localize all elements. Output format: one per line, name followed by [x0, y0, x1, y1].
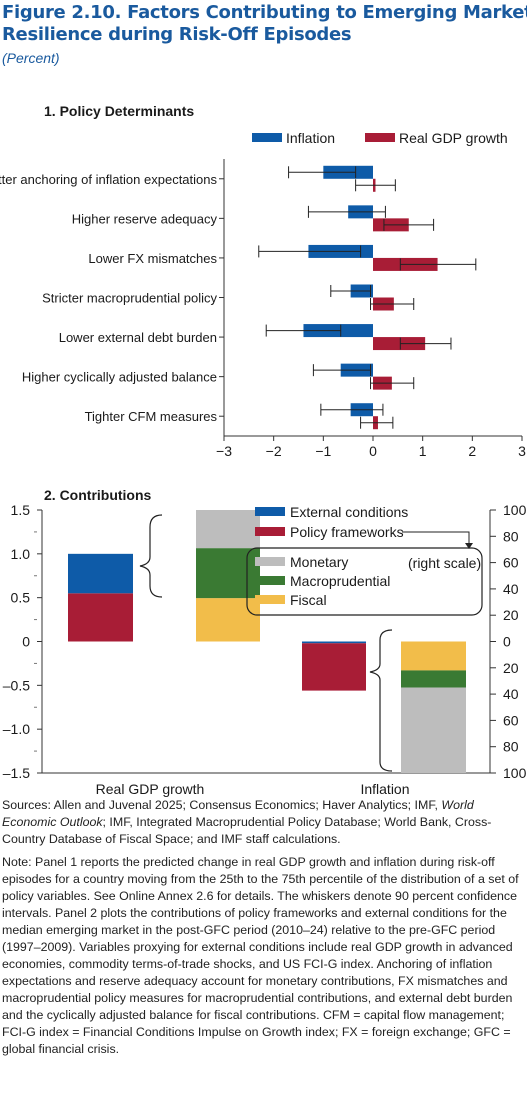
panel1-x-tick-label: 1	[419, 443, 427, 459]
legend-label-real-gdp-growth: Real GDP growth	[399, 130, 508, 146]
panel2-left-tick-label: 1.0	[11, 546, 31, 562]
bar-real-gdp-growth-lower-external-debt-burden	[373, 337, 426, 351]
sources-italic: World Economic Outlook	[2, 798, 474, 829]
panel2-chart: 1.5 1.0 0.5 0 –0.5 –1.0 –1.5 100 80 60 40 20 0 20 40 60…	[3, 502, 527, 797]
right-scale-arrowhead	[465, 543, 473, 549]
notes-block: Sources: Allen and Juvenal 2025; Consens…	[2, 797, 524, 1064]
panel2-left-tick-label: 1.5	[11, 502, 31, 518]
legend-swatch-policy-frameworks	[255, 527, 285, 536]
figure-title-line1: Figure 2.10. Factors Contributing to Eme…	[2, 2, 527, 23]
legend-swatch-monetary	[255, 557, 285, 566]
note-text: Note: Panel 1 reports the predicted chan…	[2, 855, 519, 1056]
right-scale-bar-real-gdp-growth-monetary	[196, 510, 260, 549]
figure-subtitle: (Percent)	[2, 50, 60, 66]
panel1-x-tick-label: 0	[369, 443, 377, 459]
category-label-higher-reserve-adequacy: Higher reserve adequacy	[72, 211, 218, 226]
legend-swatch-inflation	[252, 133, 282, 142]
panel1-x-tick-label: −3	[216, 443, 232, 459]
legend-swatch-macroprudential	[255, 576, 285, 585]
legend-label-monetary: Monetary	[290, 554, 348, 570]
sources-text: Sources: Allen and Juvenal 2025; Consens…	[2, 797, 524, 848]
panel2-left-tick-label: –1.0	[3, 721, 30, 737]
panel2-right-tick-label: 40	[503, 581, 519, 597]
panel2-right-tick-label: 20	[503, 607, 519, 623]
panel2-left-tick-label: 0.5	[11, 590, 31, 606]
left-scale-bar-real-gdp-growth-external-conditions	[68, 553, 133, 594]
category-label-tighter-cfm-measures: Tighter CFM measures	[85, 409, 218, 424]
panel1-x-tick-label: −1	[315, 443, 331, 459]
category-label-lower-fx-mismatches: Lower FX mismatches	[88, 251, 217, 266]
right-scale-bar-real-gdp-growth-macroprudential	[196, 548, 260, 599]
sources-post: ; IMF, Integrated Macroprudential Policy…	[2, 815, 492, 846]
sources-pre: Sources: Allen and Juvenal 2025; Consens…	[2, 798, 442, 812]
panel1-x-tick-label: 3	[518, 443, 526, 459]
panel1-chart: Inflation Real GDP growth −3 −2 −1 0 1 2 3 Better…	[0, 130, 526, 459]
panel1-x-tick-label: −2	[266, 443, 282, 459]
legend-swatch-fiscal	[255, 595, 285, 604]
right-scale-legend-box	[246, 547, 483, 616]
panel1-x-tick-label: 2	[468, 443, 476, 459]
legend-label-inflation: Inflation	[286, 130, 335, 146]
category-label-higher-cyclically-adjusted-balance: Higher cyclically adjusted balance	[22, 370, 217, 385]
right-scale-bar-inflation-macroprudential	[401, 670, 466, 688]
right-scale-bar-inflation-fiscal	[401, 641, 466, 671]
figure-title-line2: Resilience during Risk-Off Episodes	[2, 24, 352, 45]
category-label-better-anchoring-of-inflation-expectations: Better anchoring of inflation expectatio…	[0, 172, 217, 187]
legend-swatch-real-gdp-growth	[365, 133, 395, 142]
panel2-right-tick-label: 40	[503, 686, 519, 702]
panel2-right-tick-label: 0	[503, 634, 511, 650]
category-label-real-gdp-growth: Real GDP growth	[96, 781, 205, 797]
right-scale-bar-real-gdp-growth-fiscal	[196, 598, 260, 642]
panel2-right-tick-label: 60	[503, 712, 519, 728]
brace-inflation	[369, 629, 393, 772]
panel2-right-tick-label: 80	[503, 739, 519, 755]
panel2-title: 2. Contributions	[44, 487, 152, 503]
legend-label-fiscal: Fiscal	[290, 592, 327, 608]
panel2-right-tick-label: 100	[503, 765, 527, 781]
right-scale-arrow	[402, 531, 470, 544]
legend-label-policy-frameworks: Policy frameworks	[290, 524, 404, 540]
panel2-right-tick-label: 20	[503, 660, 519, 676]
panel1-title: 1. Policy Determinants	[44, 103, 195, 119]
left-scale-bar-inflation-policy-frameworks	[302, 643, 366, 691]
figure-title: Figure 2.10. Factors Contributing to Eme…	[2, 2, 527, 46]
right-scale-note: (right scale)	[408, 555, 481, 571]
legend-swatch-external-conditions	[255, 507, 285, 516]
right-scale-bar-inflation-monetary	[401, 687, 466, 773]
panel2-left-tick-label: –1.5	[3, 765, 30, 781]
category-label-lower-external-debt-burden: Lower external debt burden	[59, 330, 217, 345]
panel2-right-tick-label: 100	[503, 502, 527, 518]
brace-real-gdp-growth	[139, 514, 163, 598]
left-scale-bar-inflation-external-conditions	[302, 641, 366, 644]
panel2-left-tick-label: –0.5	[3, 677, 30, 693]
left-scale-bar-real-gdp-growth-policy-frameworks	[68, 593, 133, 642]
legend-label-macroprudential: Macroprudential	[290, 573, 390, 589]
panel2-right-tick-label: 60	[503, 555, 519, 571]
legend-label-external-conditions: External conditions	[290, 504, 408, 520]
panel2-right-tick-label: 80	[503, 528, 519, 544]
category-label-stricter-macroprudential-policy: Stricter macroprudential policy	[42, 291, 217, 306]
category-label-inflation: Inflation	[360, 781, 409, 797]
panel2-left-tick-label: 0	[22, 634, 30, 650]
